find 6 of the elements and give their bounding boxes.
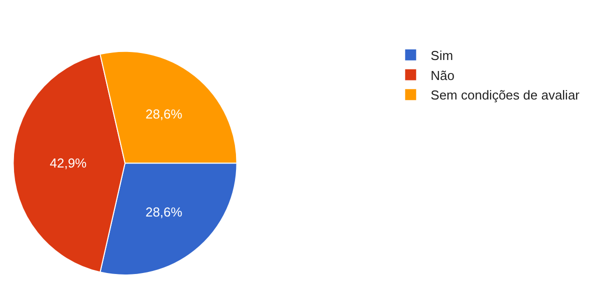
data-label: 28,6% (145, 106, 183, 122)
legend-label: Sem condições de avaliar (430, 88, 580, 103)
legend-label: Sim (430, 48, 454, 63)
data-label: 42,9% (50, 156, 88, 171)
data-label: 28,6% (145, 204, 183, 220)
legend-label: Não (430, 68, 455, 83)
